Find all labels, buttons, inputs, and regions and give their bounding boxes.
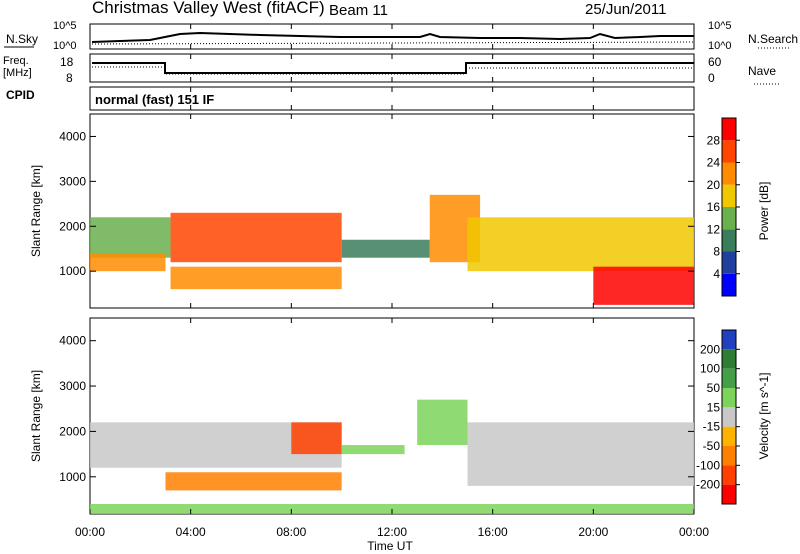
colorbar-tick-label: 20	[707, 178, 721, 192]
colorbar-tick-label: 50	[707, 381, 721, 395]
summary-panel: N.Sky 10^5 10^0 10^5 10^0 N.Search	[4, 20, 798, 52]
freq-tick-top: 18	[60, 55, 74, 69]
velocity-colorbar-label: Velocity [m s^-1]	[757, 373, 771, 460]
velocity-colorbar: 200 100 50 15 -15 -50 -100 -200	[696, 329, 740, 505]
station-title: Christmas Valley West (fitACF)	[92, 0, 325, 17]
colorbar-swatch	[722, 251, 736, 274]
power-echo-region	[467, 217, 694, 272]
colorbar-swatch	[722, 330, 736, 350]
date-label: 25/Jun/2011	[585, 1, 666, 18]
velocity-echo-region	[417, 399, 468, 446]
power-axes: 1000 2000 3000 4000	[59, 129, 694, 278]
power-ylabel: Slant Range [km]	[29, 165, 43, 257]
x-axis: 00:00 04:00 08:00 12:00 16:00 20:00 00:00	[75, 24, 709, 539]
colorbar-swatch	[722, 426, 736, 446]
power-echo-region	[90, 217, 171, 258]
freq-tick-bottom: 8	[66, 71, 73, 85]
freq-trace	[92, 62, 694, 74]
x-tick-label: 00:00	[75, 525, 105, 539]
x-tick-label: 08:00	[276, 525, 306, 539]
freq-label: Freq.	[3, 55, 29, 67]
nsky-tick-bottom: 10^0	[53, 40, 77, 52]
colorbar-swatch	[722, 388, 736, 408]
velocity-echo-region	[467, 422, 694, 486]
colorbar-tick-label: 8	[713, 245, 720, 259]
nsearch-tick-bottom: 10^0	[708, 40, 732, 52]
power-echo-region	[341, 239, 430, 258]
x-axis-label: Time UT	[367, 539, 413, 553]
colorbar-swatch	[722, 407, 736, 427]
power-regions	[90, 194, 694, 305]
y-tick-label: 2000	[59, 219, 86, 233]
y-tick-label: 1000	[59, 470, 86, 484]
colorbar-swatch	[722, 184, 736, 207]
nave-tick-top: 60	[708, 55, 722, 69]
nsearch-tick-top: 10^5	[708, 20, 732, 32]
mode-panel: normal (fast) 151 IF	[89, 86, 695, 111]
colorbar-tick-label: 16	[707, 200, 721, 214]
freq-unit-label: [MHz]	[3, 67, 32, 79]
mode-text: normal (fast) 151 IF	[95, 92, 214, 107]
velocity-axes: 1000 2000 3000 4000	[59, 334, 694, 484]
colorbar-tick-label: 4	[713, 267, 720, 281]
colorbar-tick-label: 100	[700, 362, 720, 376]
colorbar-tick-label: -50	[703, 439, 721, 453]
y-tick-label: 3000	[59, 379, 86, 393]
cpid-label: CPID	[6, 88, 35, 102]
colorbar-swatch	[722, 273, 736, 296]
colorbar-tick-label: -100	[696, 458, 720, 472]
colorbar-swatch	[722, 368, 736, 388]
nsearch-label: N.Search	[748, 32, 798, 46]
y-tick-label: 3000	[59, 174, 86, 188]
colorbar-tick-label: 200	[700, 342, 720, 356]
velocity-echo-region	[165, 472, 342, 491]
beam-label: Beam 11	[329, 2, 388, 19]
colorbar-swatch	[722, 465, 736, 485]
colorbar-tick-label: 24	[707, 156, 721, 170]
velocity-ylabel: Slant Range [km]	[29, 370, 43, 462]
colorbar-swatch	[722, 229, 736, 252]
velocity-echo-region	[341, 445, 405, 455]
y-tick-label: 1000	[59, 264, 86, 278]
colorbar-swatch	[722, 484, 736, 504]
nave-tick-bottom: 0	[708, 71, 715, 85]
nsky-trace	[91, 31, 694, 43]
nsearch-trace	[91, 41, 695, 45]
power-colorbar: 4 8 12 16 20 24 28	[707, 117, 740, 297]
nsky-tick-top: 10^5	[53, 20, 77, 32]
y-tick-label: 4000	[59, 334, 86, 348]
colorbar-swatch	[722, 207, 736, 230]
colorbar-swatch	[722, 446, 736, 466]
power-colorbar-label: Power [dB]	[757, 182, 771, 241]
x-tick-label: 00:00	[679, 525, 709, 539]
y-tick-label: 4000	[59, 129, 86, 143]
nave-trace	[92, 66, 694, 75]
power-panel: 1000 2000 3000 4000 Slant Range [km]	[29, 113, 695, 309]
colorbar-tick-label: 28	[707, 133, 721, 147]
colorbar-tick-label: 15	[707, 400, 721, 414]
power-echo-region	[593, 266, 694, 305]
nave-label: Nave	[748, 64, 776, 78]
colorbar-swatch	[722, 162, 736, 185]
x-tick-label: 16:00	[478, 525, 508, 539]
y-tick-label: 2000	[59, 424, 86, 438]
nsky-label: N.Sky	[6, 32, 38, 46]
power-echo-region	[170, 212, 342, 263]
colorbar-swatch	[722, 118, 736, 141]
colorbar-tick-label: -200	[696, 478, 720, 492]
velocity-panel: 1000 2000 3000 4000 Slant Range [km]	[29, 317, 695, 515]
colorbar-swatch	[722, 349, 736, 369]
power-echo-region	[170, 266, 342, 290]
x-tick-label: 12:00	[377, 525, 407, 539]
colorbar-tick-label: -15	[703, 420, 721, 434]
x-tick-label: 20:00	[578, 525, 608, 539]
velocity-echo-region	[291, 422, 342, 455]
x-tick-label: 04:00	[176, 525, 206, 539]
colorbar-tick-label: 12	[707, 222, 721, 236]
colorbar-swatch	[722, 140, 736, 163]
power-echo-region	[90, 253, 166, 272]
